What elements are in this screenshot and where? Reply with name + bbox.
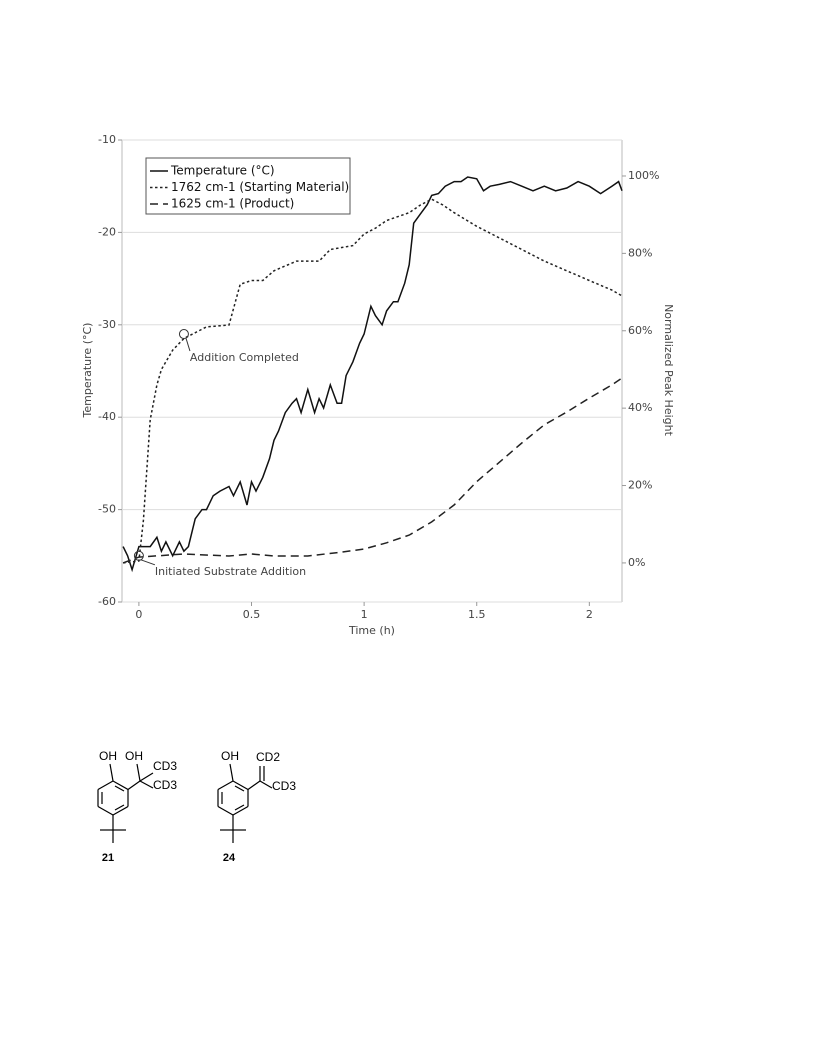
atom-label: OH (99, 749, 117, 763)
y-tick-label: -30 (98, 318, 116, 331)
y2-tick-label: 80% (628, 246, 652, 259)
structure-21: OH OH CD3 CD3 21 (97, 749, 177, 864)
y2-tick-label: 40% (628, 401, 652, 414)
y-tick-label: -50 (98, 503, 116, 516)
atom-label: OH (125, 749, 143, 763)
y2-axis-label: Normalized Peak Height (662, 304, 675, 437)
chart: -60 -50 -40 -30 -20 -10 0% 20% 40% 60% 80% 100% 0 0.5… (81, 133, 675, 637)
annotation-marker (178, 329, 189, 340)
atom-label: CD3 (153, 759, 177, 773)
x-tick-label: 2 (586, 608, 593, 621)
atom-label: OH (221, 749, 239, 763)
annotation-marker (133, 550, 144, 561)
y-tick-label: -60 (98, 595, 116, 608)
y2-tick-label: 0% (628, 556, 645, 569)
data-line (122, 176, 623, 573)
atom-label: CD2 (256, 750, 280, 764)
y-tick-label: -20 (98, 225, 116, 238)
compound-label: 24 (223, 852, 236, 864)
y2-tick-label: 60% (628, 324, 652, 337)
annotation: Addition Completed (190, 351, 299, 364)
x-tick-label: 0.5 (243, 608, 261, 621)
data-line (122, 377, 623, 564)
y-tick-label: -10 (98, 133, 116, 146)
compound-label: 21 (102, 852, 114, 864)
x-tick-label: 1.5 (468, 608, 486, 621)
annotation: Initiated Substrate Addition (155, 565, 306, 578)
y2-tick-label: 20% (628, 479, 652, 492)
annotation-leader (185, 337, 191, 352)
x-tick-label: 1 (361, 608, 368, 621)
y-tick-label: -40 (98, 410, 116, 423)
legend-label: 1625 cm-1 (Product) (171, 197, 294, 211)
x-axis-label: Time (h) (348, 624, 395, 637)
atom-label: CD3 (153, 778, 177, 792)
annotation-leader (140, 559, 156, 566)
legend-box (145, 157, 351, 215)
structure-24: OH CD2 CD3 24 (217, 749, 296, 864)
x-tick-label: 0 (135, 608, 142, 621)
y2-tick-label: 100% (628, 169, 659, 182)
legend-label: Temperature (°C) (170, 164, 275, 178)
data-line (123, 198, 623, 564)
atom-label: CD3 (272, 779, 296, 793)
y-axis-label: Temperature (°C) (81, 323, 94, 419)
legend-label: 1762 cm-1 (Starting Material) (171, 180, 349, 194)
